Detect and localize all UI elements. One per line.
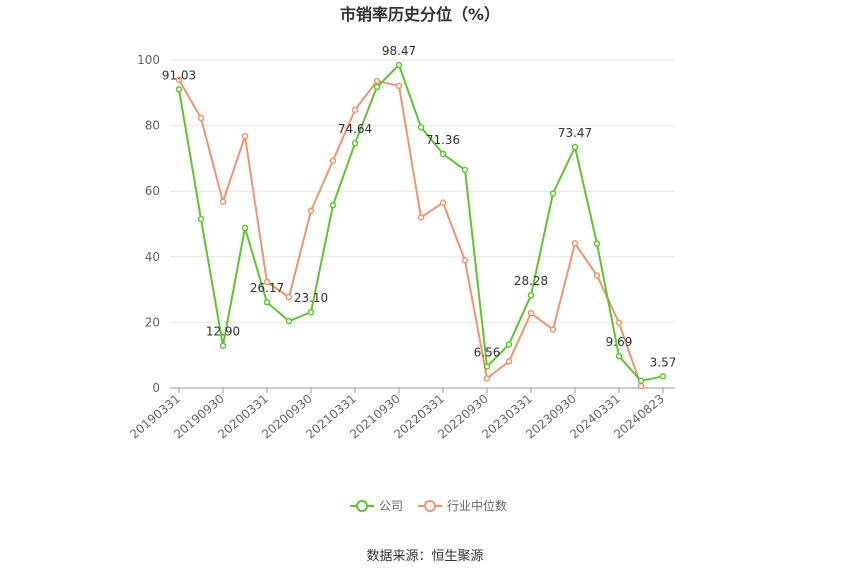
chart-title: 市销率历史分位（%） — [340, 5, 500, 24]
company-data-label: 98.47 — [382, 44, 416, 58]
legend-item-company[interactable]: 公司 — [350, 499, 403, 513]
company-data-label: 74.64 — [338, 122, 372, 136]
y-tick-label: 0 — [152, 381, 160, 395]
industry-median-data-point — [263, 278, 271, 286]
company-data-point — [307, 308, 315, 316]
legend-label: 公司 — [379, 499, 403, 513]
company-data-label: 9.69 — [606, 335, 633, 349]
industry-median-data-point — [549, 326, 557, 333]
legend-marker-icon — [356, 500, 368, 512]
company-data-label: 6.56 — [474, 345, 501, 359]
legend-item-industry-median[interactable]: 行业中位数 — [418, 498, 507, 513]
company-data-point — [571, 143, 579, 151]
source-note: 数据来源：恒生聚源 — [366, 549, 483, 564]
industry-median-data-point — [307, 207, 315, 215]
company-data-point — [351, 139, 359, 147]
company-data-label: 26.17 — [250, 281, 284, 295]
industry-median-data-point — [461, 257, 469, 264]
company-data-point — [461, 166, 469, 174]
company-data-point — [395, 61, 403, 69]
industry-median-data-point — [439, 199, 447, 206]
industry-median-data-point — [483, 375, 491, 382]
industry-median-data-point — [637, 382, 645, 390]
company-data-label: 3.57 — [650, 355, 677, 369]
company-series-line — [178, 64, 664, 382]
industry-median-data-point — [197, 114, 205, 122]
company-data-label: 23.10 — [294, 291, 328, 305]
industry-median-series-line — [178, 79, 642, 387]
series-lines — [175, 61, 667, 390]
company-data-point — [439, 150, 447, 158]
company-data-point — [219, 342, 227, 349]
industry-median-data-point — [373, 77, 381, 85]
y-tick-label: 80 — [145, 119, 160, 133]
company-data-point — [175, 86, 183, 93]
industry-median-data-point — [615, 319, 623, 326]
axes: 0204060801002019033120190930202003312020… — [127, 53, 675, 442]
company-data-point — [285, 317, 293, 325]
company-data-point — [637, 377, 645, 385]
industry-median-data-point — [571, 240, 579, 247]
industry-median-data-point — [593, 272, 601, 279]
company-data-point — [373, 83, 381, 91]
industry-median-data-point — [285, 293, 293, 301]
legend[interactable]: 公司 行业中位数 — [350, 498, 507, 513]
legend-label: 行业中位数 — [447, 498, 507, 513]
grid-lines — [170, 59, 675, 323]
company-data-point — [505, 341, 513, 348]
company-data-point — [417, 123, 425, 131]
data-labels: 91.03 12.90 26.17 23.10 74.64 98.47 71.36 6.56 2… — [162, 44, 677, 369]
company-data-point — [549, 190, 557, 197]
industry-median-data-point — [417, 214, 425, 221]
company-data-point — [615, 352, 623, 360]
industry-median-data-point — [241, 132, 249, 140]
company-data-point — [527, 291, 535, 299]
company-data-label: 12.90 — [206, 325, 240, 339]
company-data-point — [241, 224, 249, 232]
company-data-point — [197, 215, 205, 223]
industry-median-data-point — [527, 309, 535, 317]
y-tick-label: 100 — [137, 53, 160, 67]
industry-median-data-point — [505, 358, 513, 365]
company-data-label: 28.28 — [514, 274, 548, 288]
company-data-point — [483, 363, 491, 370]
y-tick-label: 20 — [145, 315, 160, 329]
company-data-point — [593, 240, 601, 247]
company-data-point — [659, 373, 667, 380]
y-tick-label: 60 — [145, 184, 160, 198]
industry-median-data-point — [219, 198, 227, 205]
y-tick-label: 40 — [145, 250, 160, 264]
industry-median-data-point — [329, 157, 337, 164]
company-data-label: 91.03 — [162, 68, 196, 82]
company-data-label: 73.47 — [558, 126, 592, 140]
industry-median-data-point — [175, 76, 183, 83]
company-data-label: 71.36 — [426, 133, 460, 147]
industry-median-data-point — [395, 82, 403, 90]
company-data-point — [329, 202, 337, 209]
industry-median-data-point — [351, 106, 359, 114]
company-data-point — [263, 298, 271, 306]
legend-marker-icon — [424, 500, 436, 512]
